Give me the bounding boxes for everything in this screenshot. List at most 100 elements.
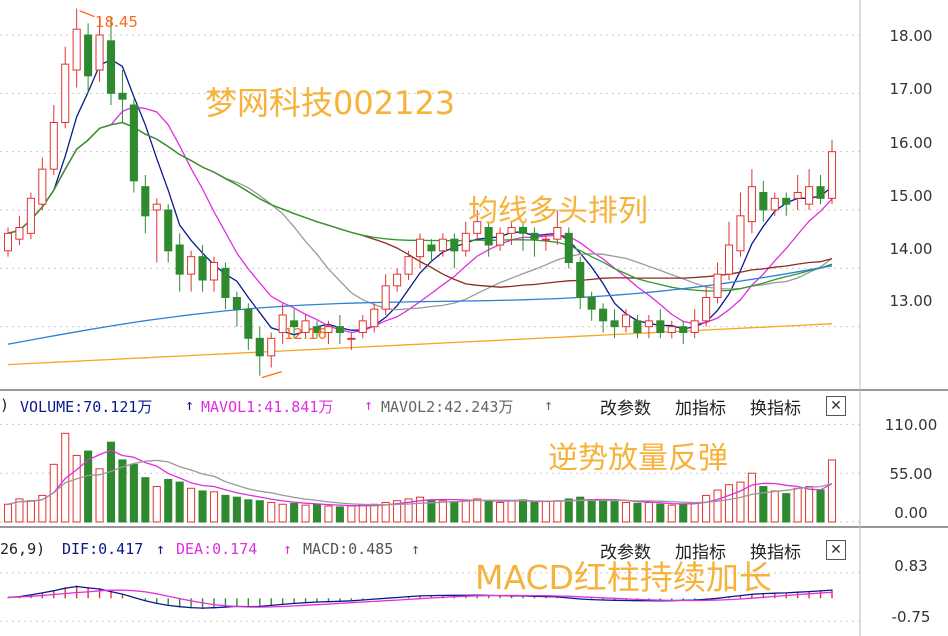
candle-up — [496, 232, 505, 246]
volume-y-tick: 110.00 — [884, 416, 938, 434]
macd-y-tick: -0.75 — [891, 608, 931, 626]
stock-title-annotation: 梦网科技002123 — [205, 84, 456, 122]
price-y-tick: 18.00 — [889, 27, 933, 45]
volume-bar — [187, 487, 196, 523]
volume-bar — [530, 501, 539, 523]
volume-value: VOLUME:70.121万 — [20, 398, 153, 416]
volume-y-tick: 0.00 — [894, 504, 928, 522]
candle-up — [26, 197, 35, 234]
volume-header-prefix: ) — [0, 396, 10, 414]
mavol1-line — [7, 449, 833, 507]
volume-bar — [106, 441, 116, 523]
volume-bar — [633, 502, 642, 523]
volume-bar — [278, 503, 287, 523]
volume-bar — [198, 490, 207, 523]
candle-up — [3, 232, 13, 252]
candle-up — [370, 308, 379, 328]
volume-bar — [782, 493, 791, 523]
add-indicator-button[interactable]: 加指标 — [675, 543, 726, 563]
volume-bar — [541, 501, 550, 523]
volume-bar — [244, 499, 253, 523]
up-arrow-icon: ↑ — [185, 396, 195, 414]
volume-bar — [324, 505, 333, 523]
candle-down — [84, 34, 93, 77]
candle-up — [15, 227, 24, 240]
candle-down — [450, 238, 459, 252]
switch-indicator-button[interactable]: 换指标 — [750, 543, 801, 563]
volume-bar — [381, 501, 390, 523]
candle-up — [381, 285, 390, 310]
candle-down — [312, 326, 322, 333]
volume-bar — [518, 499, 528, 523]
volume-bar — [26, 500, 35, 523]
close-icon[interactable]: ✕ — [826, 396, 846, 416]
add-indicator-button[interactable]: 加指标 — [675, 399, 726, 419]
volume-bar — [312, 503, 322, 523]
volume-bar — [702, 494, 711, 523]
candle-down — [255, 337, 264, 357]
candle-up — [541, 238, 550, 241]
volume-bar — [370, 503, 379, 523]
high-marker-arrow — [79, 10, 95, 18]
candle-down — [679, 326, 688, 333]
volume-bar — [690, 501, 699, 523]
candle-up — [95, 34, 104, 71]
volume-bar — [564, 498, 573, 523]
volume-bar — [267, 501, 276, 523]
candle-down — [198, 256, 207, 281]
close-icon[interactable]: ✕ — [826, 540, 846, 560]
candle-down — [175, 244, 184, 275]
volume-bar — [438, 500, 447, 523]
volume-bar — [587, 499, 596, 523]
candle-down — [576, 262, 585, 298]
volume-bar — [72, 454, 81, 523]
candle-up — [38, 168, 47, 205]
candle-down — [484, 227, 493, 246]
candlesticks — [3, 8, 837, 376]
candle-down — [427, 244, 436, 252]
volume-bar — [805, 486, 814, 523]
volume-bar — [232, 496, 241, 523]
price-y-tick: 13.00 — [889, 292, 933, 310]
candle-up — [747, 186, 756, 223]
candle-down — [599, 308, 608, 322]
volume-bar — [679, 503, 688, 523]
volume-bar — [747, 472, 756, 523]
macd-y-tick: 0.83 — [894, 557, 928, 575]
volume-bar — [335, 506, 344, 523]
change-params-button[interactable]: 改参数 — [600, 399, 651, 419]
volume-bar — [759, 486, 768, 523]
low-marker-arrow — [261, 371, 282, 379]
volume-bar — [484, 501, 493, 523]
candle-down — [232, 297, 241, 310]
candle-up — [393, 273, 402, 287]
volume-bar — [129, 463, 138, 523]
dea-line — [7, 589, 833, 608]
volume-bar — [599, 500, 608, 523]
candle-down — [290, 320, 299, 328]
volume-bar — [118, 459, 127, 523]
ma-annotation: 均线多头排列 — [468, 194, 648, 229]
volume-bar — [770, 490, 779, 523]
up-arrow-icon: ↑ — [544, 396, 554, 414]
volume-bar — [38, 494, 47, 523]
candle-down — [633, 320, 642, 334]
candle-up — [301, 320, 310, 334]
candle-down — [564, 232, 573, 263]
volume-bar — [724, 484, 734, 523]
volume-bar — [15, 498, 24, 523]
change-params-button[interactable]: 改参数 — [600, 543, 651, 563]
volume-bar — [621, 501, 631, 523]
volume-bar — [496, 501, 505, 523]
volume-bar — [461, 500, 470, 523]
switch-indicator-button[interactable]: 换指标 — [750, 399, 801, 419]
candle-down — [610, 320, 619, 328]
volume-bar — [152, 486, 161, 523]
ma250-line — [7, 323, 833, 366]
candle-up — [805, 186, 814, 205]
candle-down — [759, 192, 768, 211]
volume-bar — [576, 496, 585, 523]
volume-bar — [507, 500, 516, 523]
low-marker-label: 12.16 — [284, 325, 327, 343]
